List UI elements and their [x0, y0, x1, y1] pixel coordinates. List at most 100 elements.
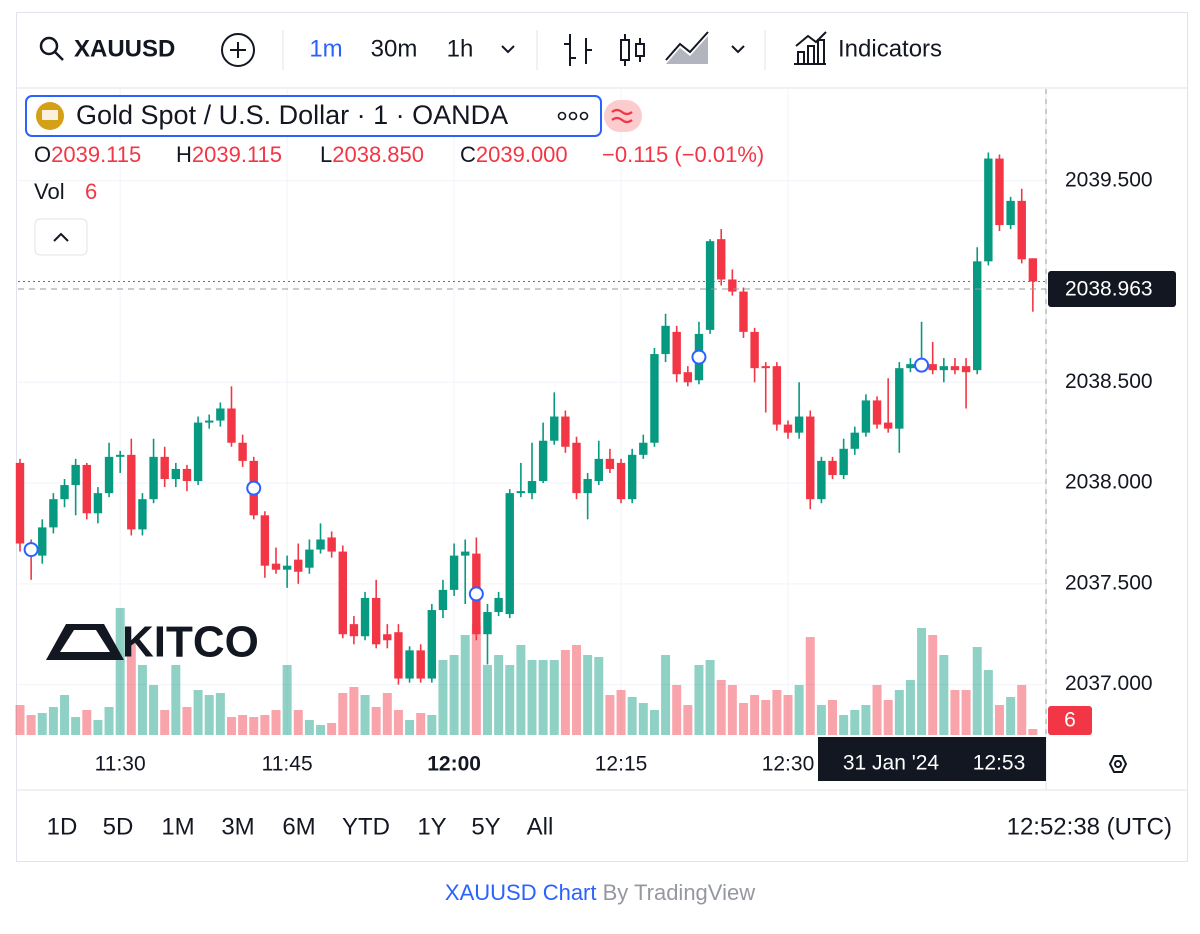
y-tick-label: 2037.000 [1065, 672, 1153, 695]
volume-bar [82, 710, 92, 735]
candle-body [505, 493, 514, 615]
volume-bar [850, 710, 860, 735]
candle-body [104, 456, 114, 494]
volume-bar [549, 660, 559, 735]
candle-body [583, 479, 592, 494]
candle-body [360, 597, 370, 637]
candle-body [171, 468, 181, 480]
interval[interactable]: 1h [447, 35, 474, 62]
volume-value-label: 6 [1064, 709, 1076, 732]
volume-pane [15, 608, 1038, 735]
volume-bar [171, 665, 181, 735]
volume-bar [594, 657, 604, 735]
volume-bar [994, 705, 1004, 735]
candle-body [839, 448, 848, 475]
range-button[interactable]: YTD [342, 813, 390, 840]
candle-body [783, 424, 793, 433]
volume-bar [905, 680, 915, 735]
volume-bar [638, 703, 648, 735]
volume-bar [93, 720, 103, 735]
interval[interactable]: 30m [371, 35, 418, 62]
volume-bar [983, 670, 993, 735]
volume-bar [616, 690, 626, 735]
volume-bar [716, 680, 726, 735]
volume-bar [405, 720, 415, 735]
settings-icon[interactable] [1108, 755, 1128, 773]
range-button[interactable]: 5Y [471, 813, 500, 840]
candle-body [282, 565, 292, 570]
vol-value: 6 [85, 179, 97, 204]
range-button[interactable]: 6M [282, 813, 315, 840]
volume-bar [694, 665, 704, 735]
candle-body [794, 416, 804, 433]
range-button[interactable]: All [527, 813, 554, 840]
candle-body [973, 261, 982, 371]
area-style[interactable] [665, 31, 709, 64]
event-marker [914, 357, 930, 373]
range-button[interactable]: 5D [103, 813, 134, 840]
interval[interactable]: 1m [309, 35, 342, 62]
volume-bar [15, 705, 25, 735]
ohlc-value: 2038.850 [332, 142, 424, 167]
menu-dot [579, 111, 589, 121]
candle-body [828, 460, 837, 475]
candle-body [60, 485, 69, 500]
candle-body [984, 158, 993, 262]
candle-body [227, 408, 236, 443]
volume-bar [672, 685, 682, 735]
candle-body [416, 650, 425, 679]
footer-link[interactable]: XAUUSD Chart [445, 880, 597, 905]
candle-body [950, 366, 960, 371]
legend-box[interactable] [25, 95, 602, 137]
volume-bar [182, 707, 192, 735]
style-dropdown[interactable] [731, 45, 745, 54]
volume-bar [371, 707, 381, 735]
volume-bar [482, 665, 492, 735]
legend-menu[interactable] [557, 111, 589, 121]
candle-body [15, 462, 25, 544]
grid [18, 89, 1046, 735]
range-button[interactable]: 1D [47, 813, 78, 840]
candle-body [550, 416, 559, 441]
volume-bar [215, 693, 225, 735]
candle-body [405, 650, 414, 679]
compare-button[interactable] [221, 33, 255, 67]
volume-bar [1017, 685, 1027, 735]
y-tick-label: 2039.500 [1065, 168, 1153, 191]
candle-body [850, 432, 859, 449]
menu-dot [568, 111, 578, 121]
candle-body [650, 354, 659, 443]
candles-style[interactable] [620, 34, 645, 66]
candle-body [327, 537, 336, 552]
candle-body [1017, 200, 1026, 260]
volume-bar [1006, 697, 1016, 735]
range-button[interactable]: 1Y [417, 813, 446, 840]
symbol-search[interactable]: XAUUSD [39, 35, 175, 62]
footer-credit: By TradingView [603, 880, 756, 905]
candle-body [394, 632, 403, 679]
candle-body [872, 400, 882, 425]
event-marker [468, 586, 484, 602]
candle-body [127, 454, 136, 530]
candle-body [561, 416, 570, 447]
bars-style[interactable] [564, 34, 592, 66]
ohlc-key: L [320, 142, 332, 167]
collapse-legend[interactable] [34, 218, 88, 256]
candle-body [961, 366, 971, 373]
volume-bar [460, 635, 470, 735]
interval-dropdown[interactable] [501, 45, 515, 54]
candle-body [71, 464, 80, 486]
candle-body [928, 364, 937, 371]
market-status[interactable] [604, 100, 642, 132]
ohlc-value: 2039.115 [192, 142, 282, 167]
range-button[interactable]: 3M [221, 813, 254, 840]
volume-bar [160, 710, 170, 735]
y-tick-label: 2037.500 [1065, 571, 1153, 594]
candle-body [761, 366, 770, 369]
indicators-button[interactable]: Indicators [794, 31, 942, 65]
search-icon [39, 36, 59, 56]
current-price-box [1048, 270, 1176, 307]
volume-bar [583, 655, 593, 735]
range-button[interactable]: 1M [161, 813, 194, 840]
volume-bar [572, 645, 582, 735]
